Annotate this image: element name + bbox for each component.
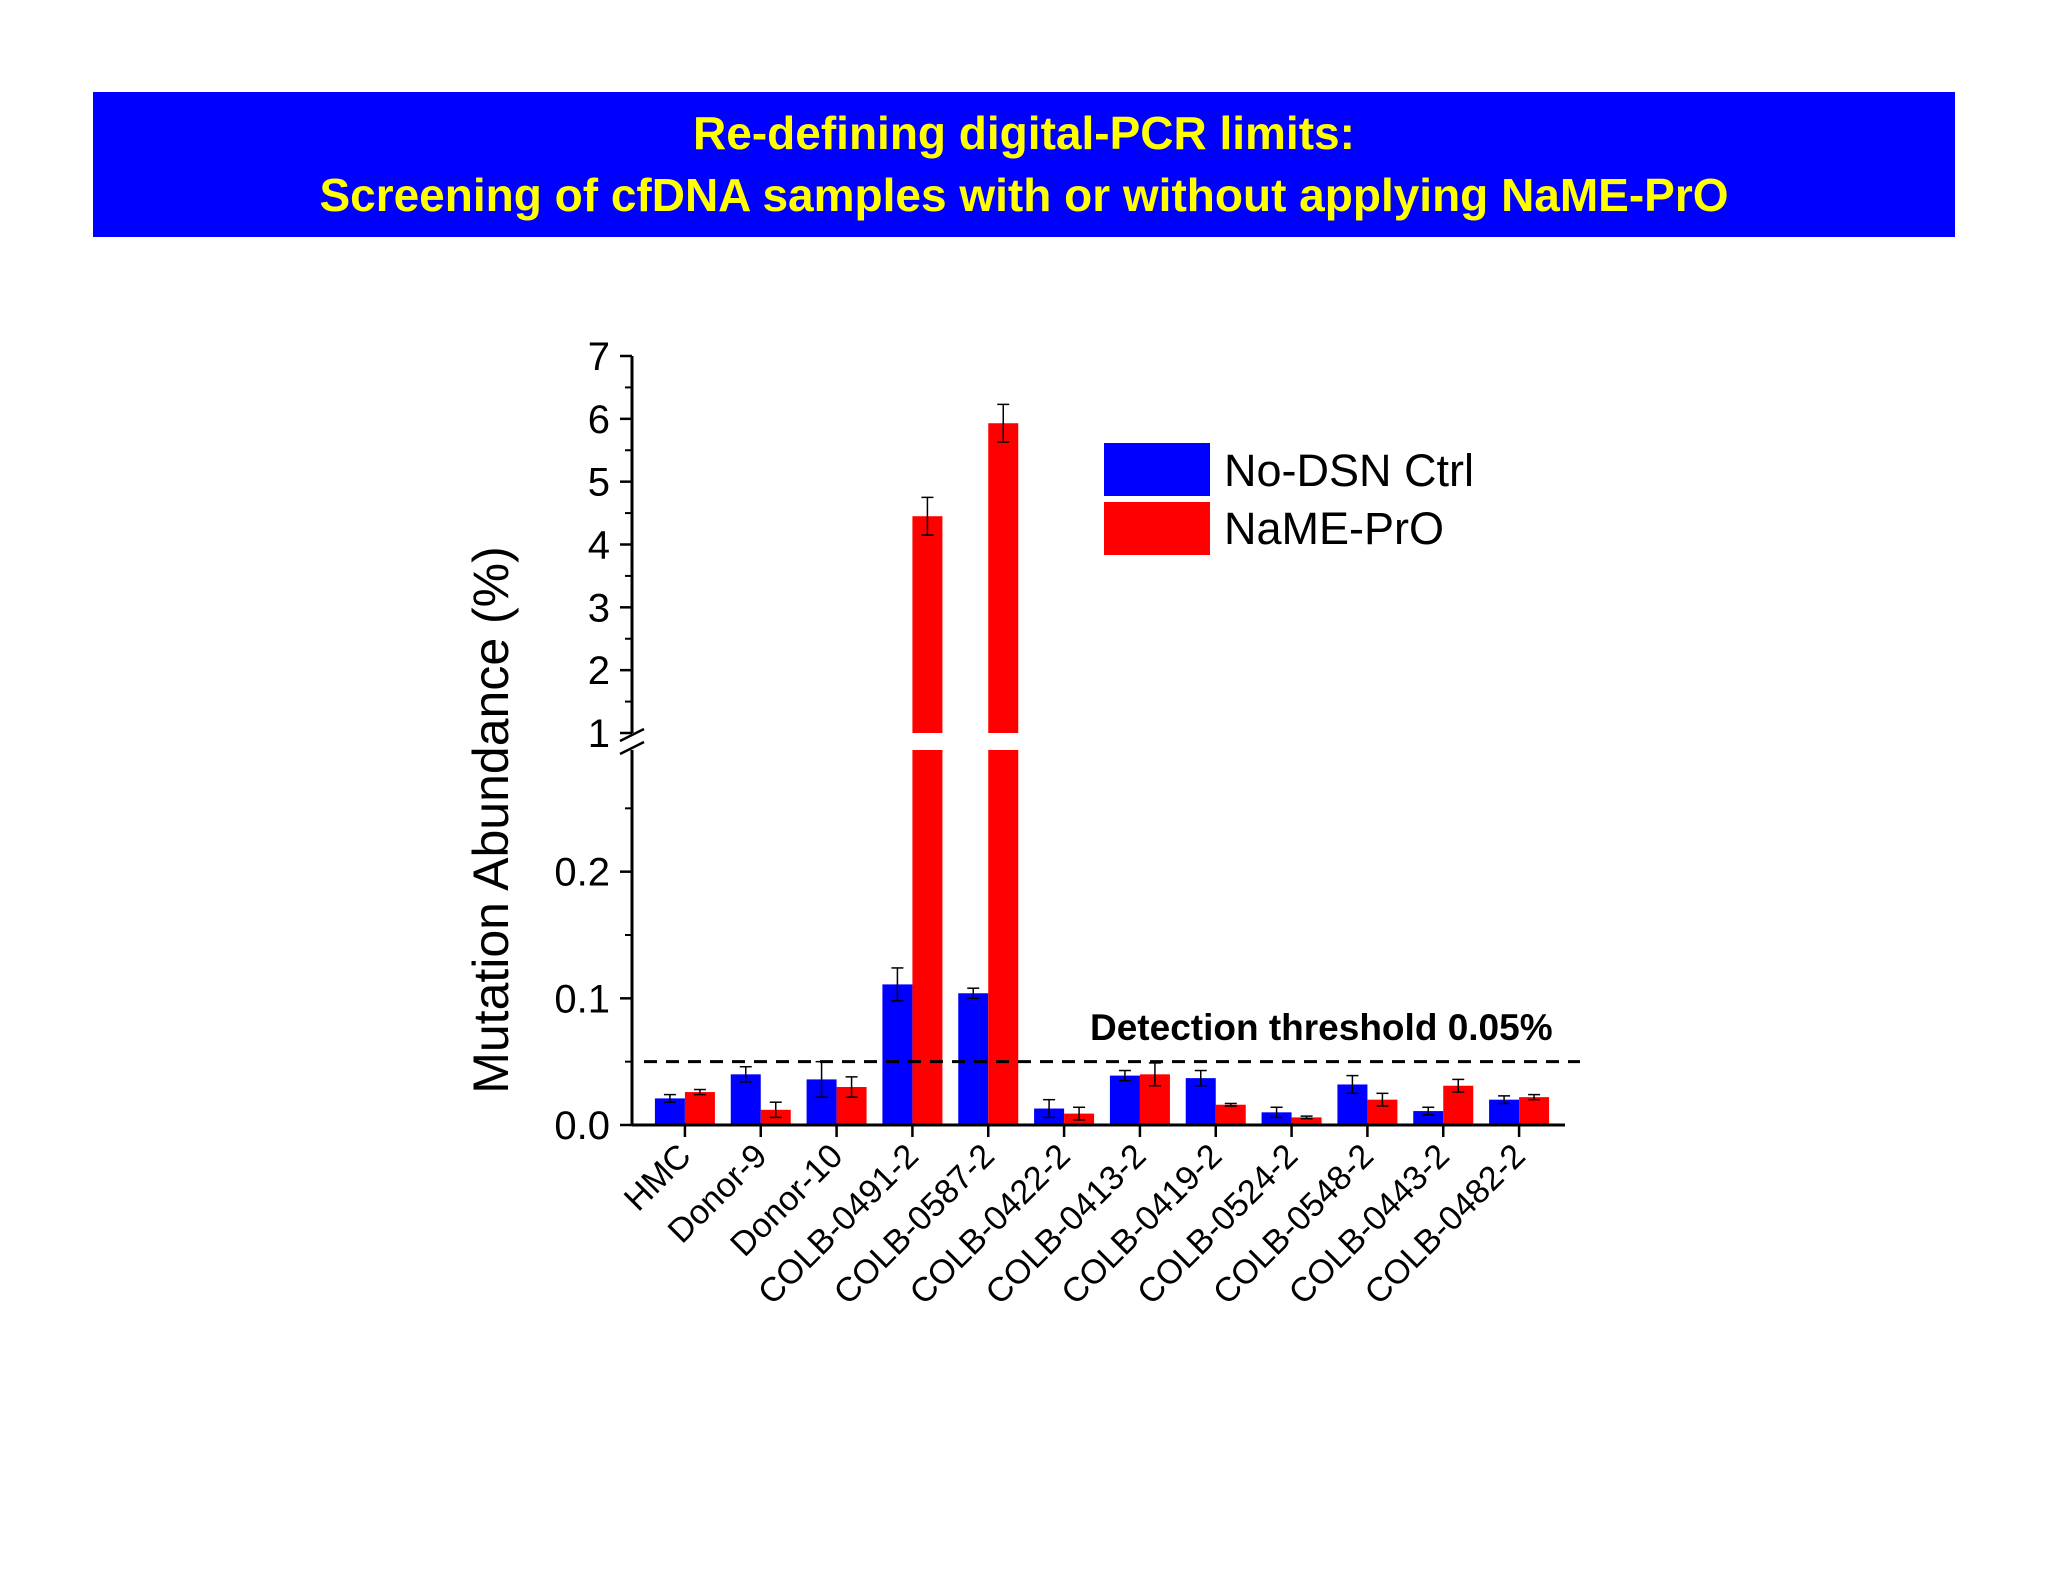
bar-0-10 bbox=[1413, 1111, 1444, 1125]
bar-0-4 bbox=[958, 993, 989, 1125]
title-line-1: Re-defining digital-PCR limits: bbox=[693, 107, 1355, 159]
legend-swatch-no-dsn bbox=[1104, 443, 1210, 496]
bar-0-6 bbox=[1109, 1075, 1140, 1125]
y-tick-label: 2 bbox=[588, 649, 610, 693]
bar-1-4-upper bbox=[988, 423, 1019, 733]
y-tick-label: 4 bbox=[588, 524, 610, 568]
axis-break-mark bbox=[619, 740, 645, 756]
bar-1-11 bbox=[1519, 1097, 1550, 1125]
y-tick-label: 5 bbox=[588, 461, 610, 505]
y-axis-label: Mutation Abundance (%) bbox=[463, 546, 519, 1094]
bar-1-7 bbox=[1215, 1104, 1246, 1125]
y-tick-label: 0.1 bbox=[554, 977, 610, 1021]
y-tick-label: 0.0 bbox=[554, 1104, 610, 1148]
bar-0-3 bbox=[882, 984, 913, 1125]
legend-swatch-name-pro bbox=[1104, 502, 1210, 555]
bar-0-8 bbox=[1261, 1112, 1292, 1125]
y-tick-label: 0.2 bbox=[554, 851, 610, 895]
bar-1-0 bbox=[684, 1092, 715, 1125]
legend: No-DSN Ctrl NaME-PrO bbox=[1104, 443, 1474, 555]
bar-1-3-upper bbox=[912, 516, 943, 733]
bar-0-1 bbox=[730, 1074, 761, 1125]
bar-1-4-lower bbox=[988, 750, 1019, 1125]
y-tick-label: 6 bbox=[588, 398, 610, 442]
axis-break-mark bbox=[619, 727, 645, 743]
legend-label-no-dsn: No-DSN Ctrl bbox=[1224, 445, 1474, 496]
bar-1-8 bbox=[1291, 1117, 1322, 1125]
y-tick-label: 7 bbox=[588, 335, 610, 379]
threshold-label: Detection threshold 0.05% bbox=[1090, 1007, 1553, 1048]
title-line-2: Screening of cfDNA samples with or witho… bbox=[319, 169, 1729, 221]
bar-1-3-lower bbox=[912, 750, 943, 1125]
legend-label-name-pro: NaME-PrO bbox=[1224, 503, 1444, 554]
y-tick-label: 3 bbox=[588, 586, 610, 630]
y-tick-label: 1 bbox=[588, 712, 610, 756]
title-banner: Re-defining digital-PCR limits: Screenin… bbox=[93, 92, 1955, 237]
